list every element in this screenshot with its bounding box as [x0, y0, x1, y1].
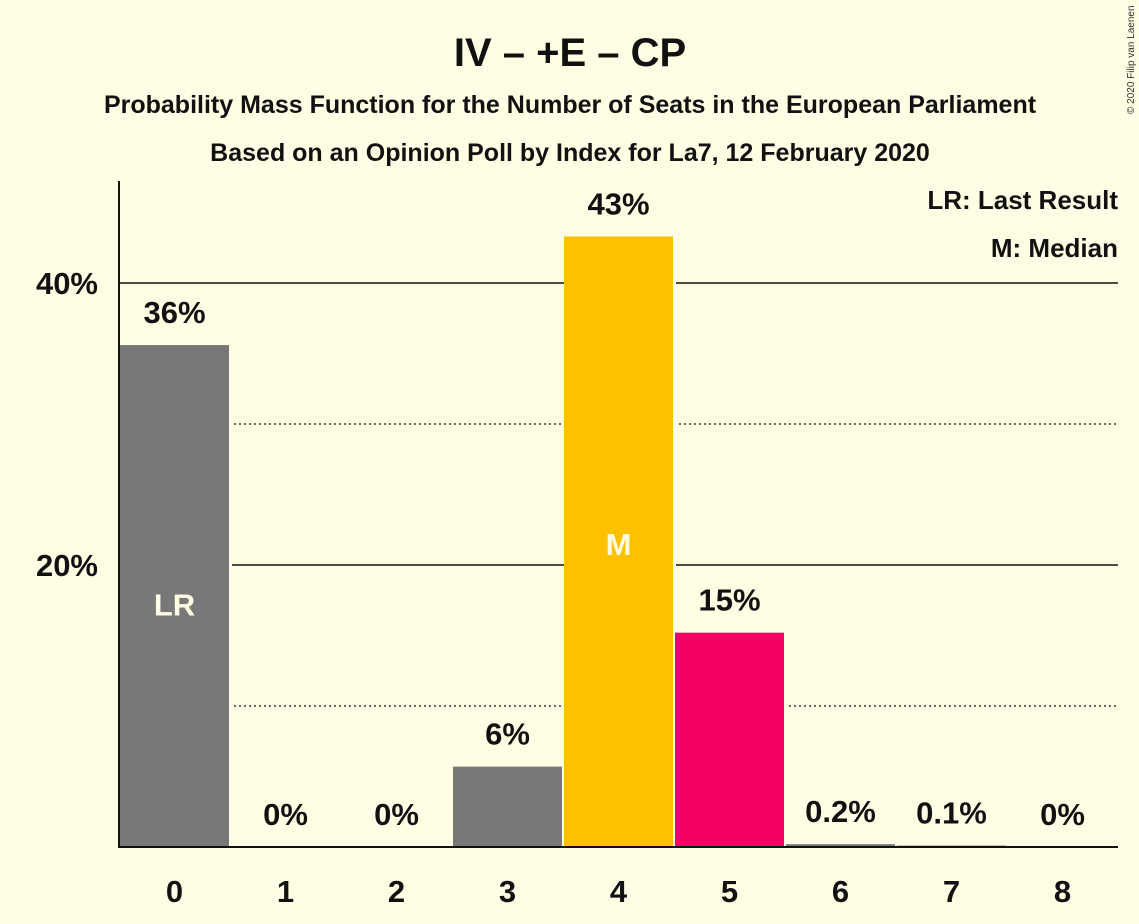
copyright-note: © 2020 Filip van Laenen: [1126, 5, 1137, 114]
data-label: 0.2%: [805, 794, 876, 829]
bar-seat-4: [564, 236, 673, 848]
bar-seat-6: [786, 844, 895, 847]
axes: [118, 181, 1118, 848]
data-label: 43%: [587, 186, 649, 221]
median-mark: M: [606, 527, 632, 562]
legend-median: M: Median: [991, 233, 1118, 263]
x-tick-label: 8: [1054, 874, 1071, 909]
chart-title: IV – +E – CP: [454, 31, 686, 75]
x-tick-label: 3: [499, 874, 516, 909]
x-tick-label: 5: [721, 874, 738, 909]
bar-seat-5: [675, 632, 784, 847]
data-label: 6%: [485, 717, 530, 752]
data-label: 0%: [1040, 797, 1085, 832]
bar-seat-3: [453, 766, 562, 847]
y-tick-label: 20%: [36, 548, 98, 583]
chart-subtitle-source: Based on an Opinion Poll by Index for La…: [210, 139, 930, 167]
bars: [120, 236, 1117, 848]
data-label: 0%: [263, 797, 308, 832]
data-label: 0.1%: [916, 796, 987, 831]
legend-last-result: LR: Last Result: [927, 185, 1118, 215]
x-tick-label: 2: [388, 874, 405, 909]
data-label: 36%: [143, 295, 205, 330]
y-tick-label: 40%: [36, 266, 98, 301]
x-tick-label: 7: [943, 874, 960, 909]
data-label: 15%: [698, 583, 760, 618]
bar-seat-0: [120, 345, 229, 847]
chart-subtitle: Probability Mass Function for the Number…: [104, 91, 1037, 119]
data-label: 0%: [374, 797, 419, 832]
data-labels: 20% 40% 36% LR 0 0% 1 0% 2 6% 3 43% M 4 15% 5 0.2% 6 0.1% 7…: [36, 186, 1085, 909]
x-tick-label: 0: [166, 874, 183, 909]
last-result-mark: LR: [154, 587, 195, 622]
x-tick-label: 1: [277, 874, 294, 909]
x-tick-label: 6: [832, 874, 849, 909]
x-tick-label: 4: [610, 874, 628, 909]
